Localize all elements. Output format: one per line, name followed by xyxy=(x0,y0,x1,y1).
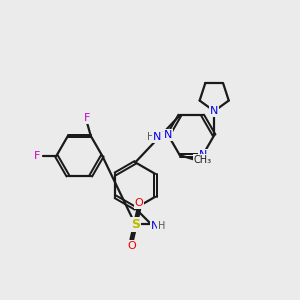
Text: F: F xyxy=(84,113,91,123)
Text: N: N xyxy=(151,221,159,231)
Text: N: N xyxy=(153,132,162,142)
Text: H: H xyxy=(158,221,166,231)
Text: O: O xyxy=(134,198,143,208)
Text: CH₃: CH₃ xyxy=(194,154,212,165)
Text: N: N xyxy=(210,106,218,116)
Text: S: S xyxy=(131,218,140,231)
Text: F: F xyxy=(34,151,40,161)
Text: N: N xyxy=(164,130,172,140)
Text: N: N xyxy=(199,150,207,160)
Text: H: H xyxy=(147,132,155,142)
Text: O: O xyxy=(128,241,136,251)
